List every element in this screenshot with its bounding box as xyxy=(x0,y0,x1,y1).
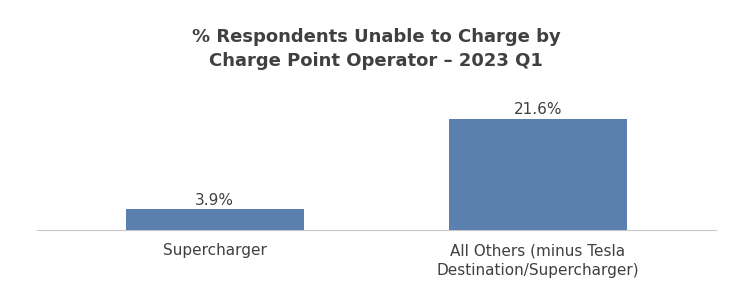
Bar xyxy=(449,118,627,230)
Bar xyxy=(125,210,303,230)
Text: 21.6%: 21.6% xyxy=(514,102,562,117)
Text: 3.9%: 3.9% xyxy=(196,193,234,208)
Title: % Respondents Unable to Charge by
Charge Point Operator – 2023 Q1: % Respondents Unable to Charge by Charge… xyxy=(192,28,561,70)
